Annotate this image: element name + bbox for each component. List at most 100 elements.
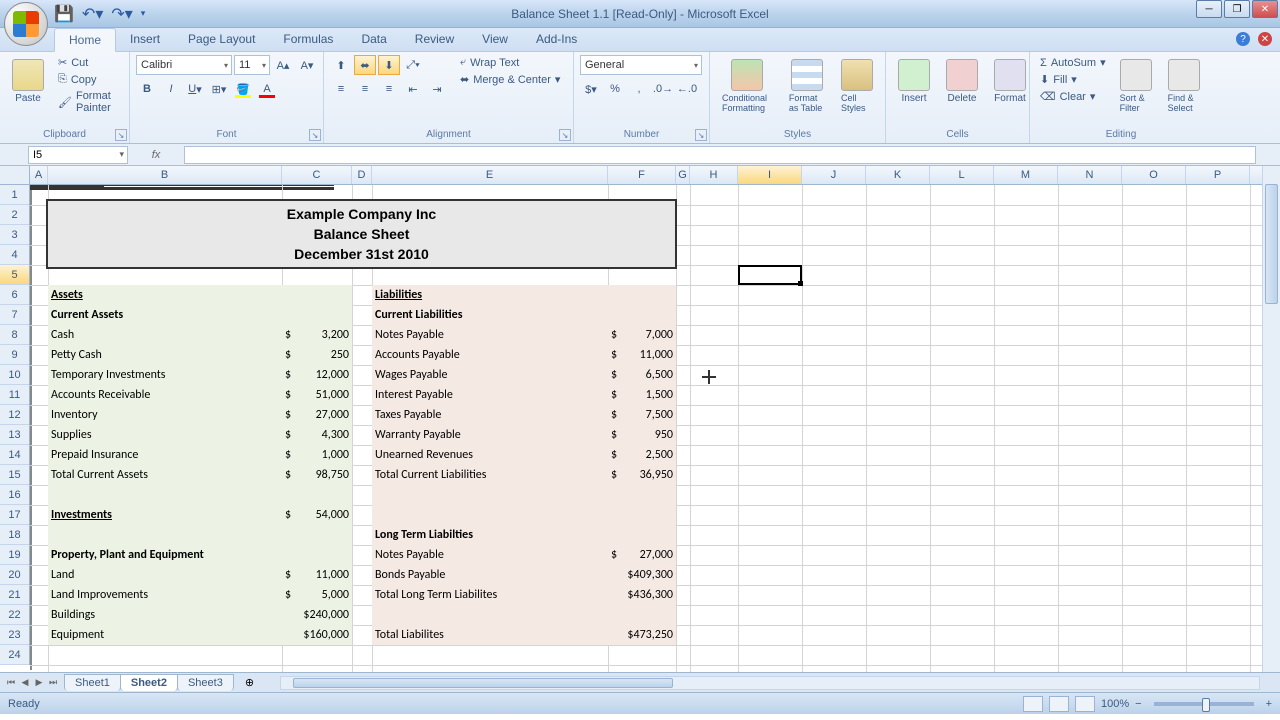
cell-styles-button[interactable]: Cell Styles xyxy=(835,55,879,117)
zoom-in-button[interactable]: + xyxy=(1266,698,1272,710)
row-header[interactable]: 24 xyxy=(0,645,29,665)
italic-button[interactable]: I xyxy=(160,79,182,99)
qat-more-icon[interactable]: ▾ xyxy=(141,8,146,19)
row-header[interactable]: 3 xyxy=(0,225,29,245)
sheet-tab[interactable]: Sheet2 xyxy=(120,674,178,691)
alignment-launcher[interactable]: ↘ xyxy=(559,129,571,141)
column-header[interactable]: A xyxy=(30,166,48,184)
copy-button[interactable]: ⎘Copy xyxy=(54,72,123,87)
zoom-out-button[interactable]: − xyxy=(1135,698,1141,710)
row-header[interactable]: 10 xyxy=(0,365,29,385)
column-header[interactable]: P xyxy=(1186,166,1250,184)
ribbon-tab-review[interactable]: Review xyxy=(401,28,468,51)
font-launcher[interactable]: ↘ xyxy=(309,129,321,141)
accounting-button[interactable]: $▾ xyxy=(580,79,602,99)
column-header[interactable]: B xyxy=(48,166,282,184)
row-header[interactable]: 21 xyxy=(0,585,29,605)
row-header[interactable]: 14 xyxy=(0,445,29,465)
wrap-text-button[interactable]: ⤶Wrap Text xyxy=(456,55,564,70)
row-header[interactable]: 15 xyxy=(0,465,29,485)
sort-filter-button[interactable]: Sort & Filter xyxy=(1114,55,1158,117)
align-center-button[interactable]: ≡ xyxy=(354,79,376,99)
ribbon-tab-data[interactable]: Data xyxy=(347,28,400,51)
ribbon-tab-insert[interactable]: Insert xyxy=(116,28,174,51)
autosum-button[interactable]: ΣAutoSum▾ xyxy=(1036,55,1110,70)
align-top-button[interactable]: ⬆ xyxy=(330,55,352,75)
align-middle-button[interactable]: ⬌ xyxy=(354,55,376,75)
formula-input[interactable] xyxy=(184,146,1256,164)
tab-nav-first[interactable]: ⏮ xyxy=(4,677,18,688)
indent-decrease-button[interactable]: ⇤ xyxy=(402,79,424,99)
bold-button[interactable]: B xyxy=(136,79,158,99)
row-header[interactable]: 12 xyxy=(0,405,29,425)
ribbon-tab-formulas[interactable]: Formulas xyxy=(269,28,347,51)
format-cells-button[interactable]: Format xyxy=(988,55,1032,108)
row-header[interactable]: 8 xyxy=(0,325,29,345)
fx-icon[interactable]: fx xyxy=(152,149,161,161)
increase-decimal-button[interactable]: .0→ xyxy=(652,79,674,99)
ribbon-tab-home[interactable]: Home xyxy=(54,28,116,52)
office-button[interactable] xyxy=(4,2,48,46)
column-header[interactable]: L xyxy=(930,166,994,184)
row-header[interactable]: 2 xyxy=(0,205,29,225)
name-box[interactable]: I5 xyxy=(28,146,128,164)
delete-cells-button[interactable]: Delete xyxy=(940,55,984,108)
zoom-slider[interactable] xyxy=(1154,702,1254,706)
redo-icon[interactable]: ↷▾ xyxy=(111,4,132,24)
tab-nav-last[interactable]: ⏭ xyxy=(46,677,60,688)
row-header[interactable]: 1 xyxy=(0,185,29,205)
clipboard-launcher[interactable]: ↘ xyxy=(115,129,127,141)
column-header[interactable]: E xyxy=(372,166,608,184)
row-header[interactable]: 13 xyxy=(0,425,29,445)
row-header[interactable]: 17 xyxy=(0,505,29,525)
format-painter-button[interactable]: 🖌Format Painter xyxy=(54,89,123,115)
percent-button[interactable]: % xyxy=(604,79,626,99)
align-left-button[interactable]: ≡ xyxy=(330,79,352,99)
conditional-formatting-button[interactable]: Conditional Formatting xyxy=(716,55,779,117)
close-button[interactable]: ✕ xyxy=(1252,0,1278,18)
row-header[interactable]: 7 xyxy=(0,305,29,325)
fill-color-button[interactable]: 🪣 xyxy=(232,79,254,99)
row-header[interactable]: 22 xyxy=(0,605,29,625)
ribbon-tab-view[interactable]: View xyxy=(468,28,522,51)
column-header[interactable]: K xyxy=(866,166,930,184)
row-header[interactable]: 9 xyxy=(0,345,29,365)
row-header[interactable]: 18 xyxy=(0,525,29,545)
row-header[interactable]: 6 xyxy=(0,285,29,305)
row-header[interactable]: 11 xyxy=(0,385,29,405)
ribbon-tab-page-layout[interactable]: Page Layout xyxy=(174,28,269,51)
comma-button[interactable]: , xyxy=(628,79,650,99)
undo-icon[interactable]: ↶▾ xyxy=(82,4,103,24)
underline-button[interactable]: U▾ xyxy=(184,79,206,99)
fill-button[interactable]: ⬇Fill▾ xyxy=(1036,72,1110,87)
column-header[interactable]: D xyxy=(352,166,372,184)
ribbon-tab-add-ins[interactable]: Add-Ins xyxy=(522,28,591,51)
select-all-corner[interactable] xyxy=(0,166,30,185)
column-header[interactable]: C xyxy=(282,166,352,184)
find-select-button[interactable]: Find & Select xyxy=(1162,55,1206,117)
merge-center-button[interactable]: ⬌Merge & Center▾ xyxy=(456,72,564,87)
page-layout-view-button[interactable] xyxy=(1049,696,1069,712)
insert-cells-button[interactable]: Insert xyxy=(892,55,936,108)
minimize-ribbon-icon[interactable]: ✕ xyxy=(1258,32,1272,46)
decrease-decimal-button[interactable]: ←.0 xyxy=(676,79,698,99)
cells-canvas[interactable]: Example Company IncBalance SheetDecember… xyxy=(30,185,1262,672)
row-header[interactable]: 23 xyxy=(0,625,29,645)
font-color-button[interactable]: A xyxy=(256,79,278,99)
number-launcher[interactable]: ↘ xyxy=(695,129,707,141)
orientation-button[interactable]: ⤢▾ xyxy=(402,55,424,75)
new-sheet-button[interactable]: ⊕ xyxy=(239,674,260,691)
align-right-button[interactable]: ≡ xyxy=(378,79,400,99)
row-header[interactable]: 16 xyxy=(0,485,29,505)
align-bottom-button[interactable]: ⬇ xyxy=(378,55,400,75)
column-header[interactable]: O xyxy=(1122,166,1186,184)
save-icon[interactable]: 💾 xyxy=(54,4,74,24)
column-header[interactable]: G xyxy=(676,166,690,184)
font-family-combo[interactable]: Calibri xyxy=(136,55,232,75)
paste-button[interactable]: Paste xyxy=(6,55,50,108)
grow-font-button[interactable]: A▴ xyxy=(272,55,294,75)
border-button[interactable]: ⊞▾ xyxy=(208,79,230,99)
row-header[interactable]: 19 xyxy=(0,545,29,565)
indent-increase-button[interactable]: ⇥ xyxy=(426,79,448,99)
horizontal-scrollbar[interactable] xyxy=(280,676,1260,690)
